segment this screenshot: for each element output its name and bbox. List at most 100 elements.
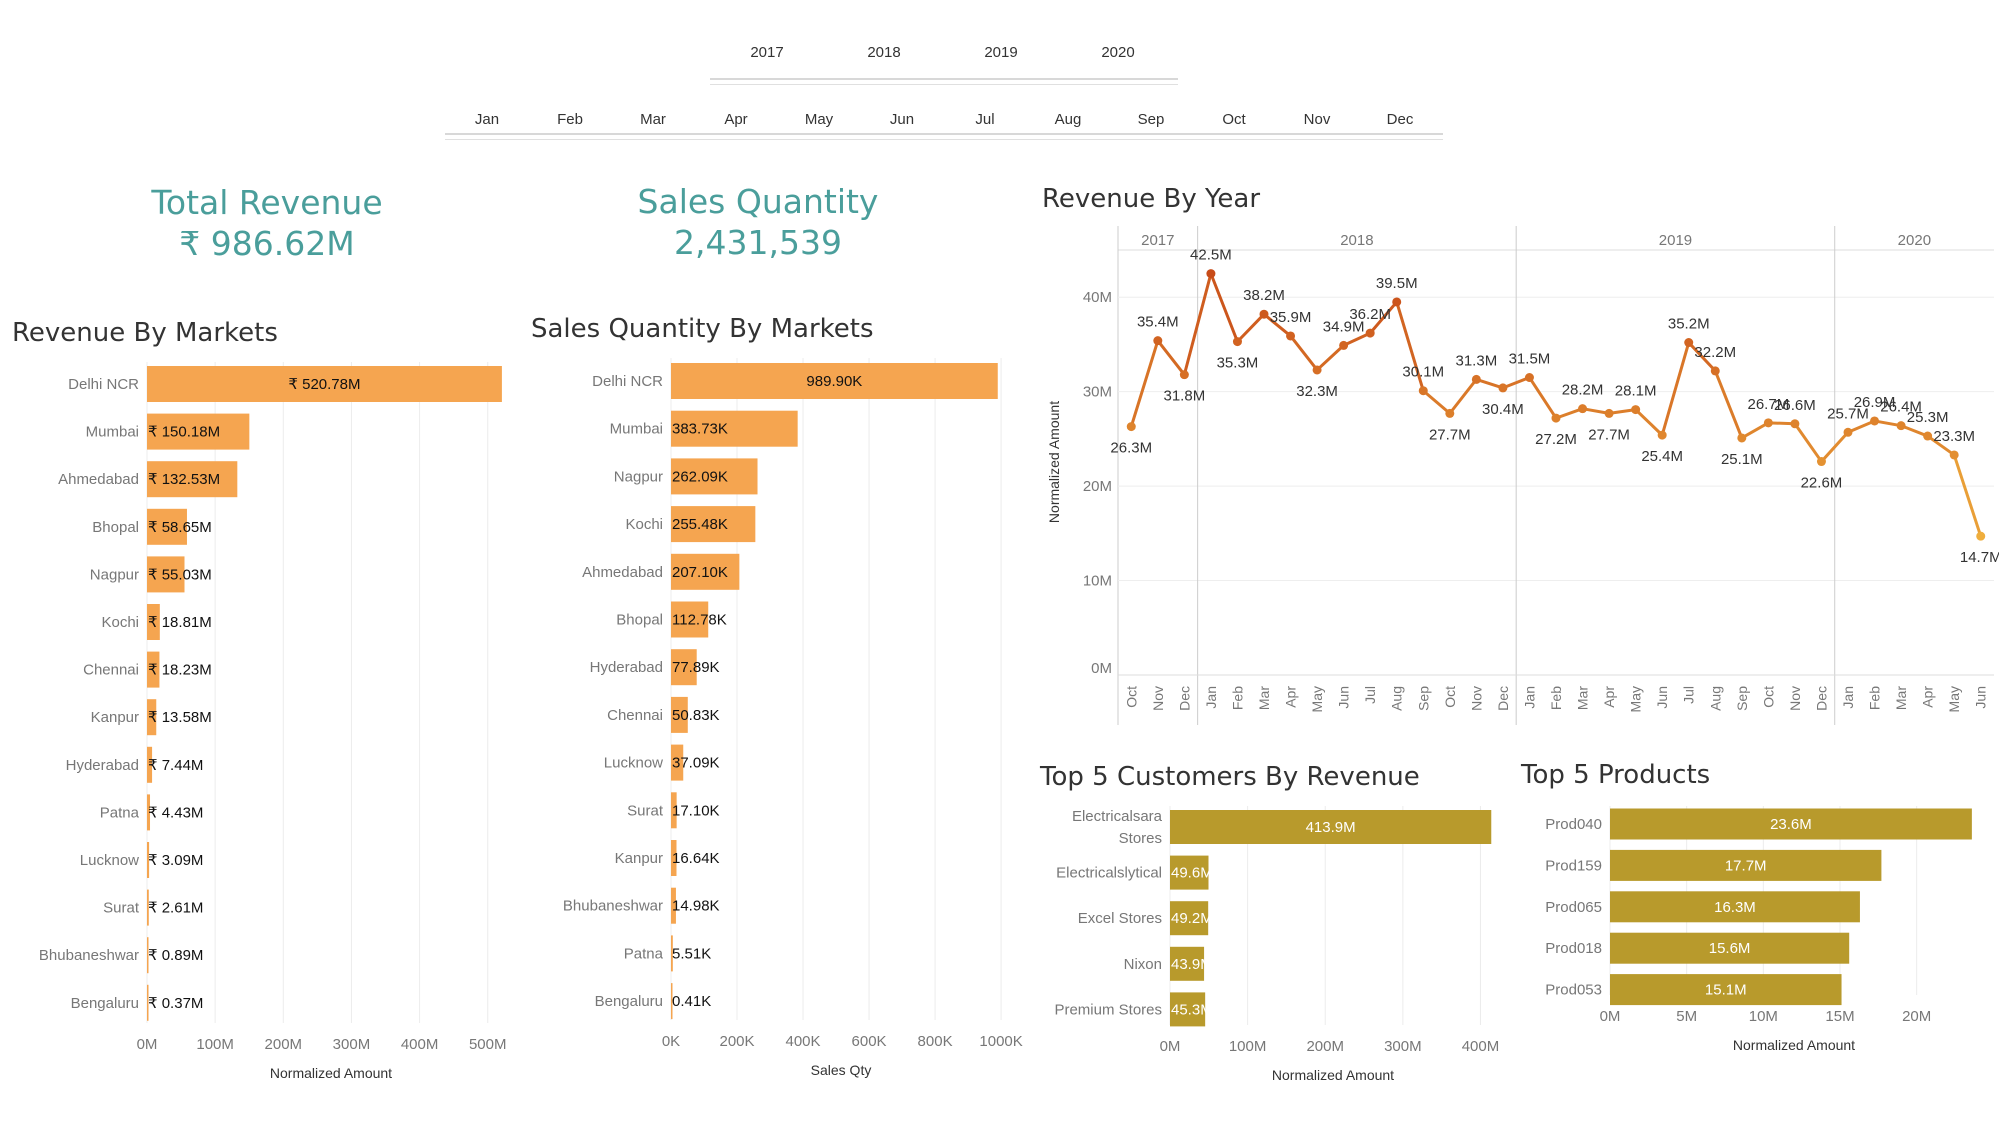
month-filter-dec[interactable]: Dec	[1386, 111, 1414, 128]
top5-customers-bar[interactable]	[1170, 855, 1209, 890]
salesqty-markets-bar[interactable]	[671, 458, 758, 495]
top5-customers-bar[interactable]	[1170, 810, 1492, 844]
revenue-year-point[interactable]	[1923, 431, 1933, 441]
revenue-year-y-tick-label: 10M	[1083, 573, 1112, 590]
revenue-year-point[interactable]	[1578, 404, 1588, 414]
month-filter-mar[interactable]: Mar	[640, 111, 666, 128]
revenue-year-point[interactable]	[1418, 386, 1428, 396]
revenue-markets-bar[interactable]	[147, 508, 187, 545]
revenue-year-point[interactable]	[1179, 370, 1189, 380]
revenue-year-point[interactable]	[1498, 383, 1508, 393]
revenue-year-point[interactable]	[1976, 531, 1986, 541]
top5-customers-bar[interactable]	[1170, 992, 1206, 1027]
revenue-year-point[interactable]	[1445, 408, 1455, 418]
year-filter-2020[interactable]: 2020	[1101, 44, 1135, 61]
month-filter-jan[interactable]: Jan	[474, 111, 500, 128]
revenue-year-point[interactable]	[1232, 337, 1242, 347]
salesqty-markets-bar[interactable]	[671, 601, 709, 638]
revenue-year-point[interactable]	[1896, 421, 1906, 431]
top5-products-bar[interactable]	[1610, 932, 1850, 964]
salesqty-markets-bar[interactable]	[671, 792, 677, 829]
revenue-markets-bar[interactable]	[147, 366, 502, 402]
revenue-markets-bar[interactable]	[147, 461, 238, 498]
month-filter-may[interactable]: May	[804, 111, 834, 128]
revenue-markets-bar[interactable]	[147, 794, 151, 831]
revenue-year-point[interactable]	[1551, 413, 1561, 423]
revenue-year-point[interactable]	[1365, 328, 1375, 338]
revenue-year-point[interactable]	[1763, 418, 1773, 428]
month-filter-aug[interactable]: Aug	[1054, 111, 1082, 128]
top5-products-bar[interactable]	[1610, 849, 1882, 881]
year-filter-track[interactable]	[710, 78, 1178, 80]
year-filter-2017[interactable]: 2017	[750, 44, 784, 61]
salesqty-markets-bar[interactable]	[671, 696, 688, 733]
top5-products-bar[interactable]	[1610, 891, 1860, 923]
month-filter-oct[interactable]: Oct	[1222, 111, 1246, 128]
month-filter-jul[interactable]: Jul	[975, 111, 995, 128]
salesqty-markets-bar[interactable]	[671, 363, 998, 399]
revenue-year-point[interactable]	[1471, 374, 1481, 384]
month-filter-apr[interactable]: Apr	[724, 111, 748, 128]
revenue-year-point[interactable]	[1153, 336, 1163, 346]
revenue-year-point[interactable]	[1312, 365, 1322, 375]
top5-customers-x-axis-label: Normalized Amount	[1272, 1067, 1394, 1083]
revenue-year-point[interactable]	[1843, 427, 1853, 437]
revenue-year-data-label: 14.7M	[1960, 549, 1999, 566]
month-filter-nov[interactable]: Nov	[1303, 111, 1331, 128]
top5-customers-category-label: Stores	[1119, 830, 1162, 847]
month-filter-feb[interactable]: Feb	[557, 111, 583, 128]
revenue-year-line-segment	[1926, 434, 1956, 457]
month-filter-jun[interactable]: Jun	[889, 111, 915, 128]
revenue-year-point[interactable]	[1339, 340, 1349, 350]
revenue-year-point[interactable]	[1684, 338, 1694, 348]
revenue-markets-bar[interactable]	[147, 746, 153, 783]
revenue-markets-bar[interactable]	[147, 984, 149, 1021]
revenue-markets-bar[interactable]	[147, 413, 250, 450]
revenue-year-data-label: 35.9M	[1270, 309, 1312, 326]
revenue-year-point[interactable]	[1816, 457, 1826, 467]
revenue-year-y-tick-label: 30M	[1083, 384, 1112, 401]
revenue-year-point[interactable]	[1631, 405, 1641, 415]
top5-customers-bar[interactable]	[1170, 946, 1205, 981]
top5-customers-data-label: 43.9M	[1171, 956, 1213, 973]
revenue-year-point[interactable]	[1259, 309, 1269, 319]
revenue-year-point[interactable]	[1126, 422, 1136, 432]
salesqty-markets-bar[interactable]	[671, 506, 756, 543]
revenue-year-point[interactable]	[1604, 408, 1614, 418]
month-filter-sep[interactable]: Sep	[1137, 111, 1165, 128]
revenue-year-point[interactable]	[1870, 416, 1880, 426]
salesqty-markets-bar[interactable]	[671, 935, 673, 972]
revenue-year-point[interactable]	[1524, 373, 1534, 382]
revenue-year-point[interactable]	[1392, 297, 1402, 307]
revenue-year-point[interactable]	[1710, 366, 1720, 376]
revenue-markets-bar[interactable]	[147, 604, 160, 640]
revenue-year-point[interactable]	[1657, 430, 1667, 440]
revenue-year-point[interactable]	[1790, 419, 1800, 429]
salesqty-markets-bar[interactable]	[671, 983, 673, 1020]
salesqty-markets-bar[interactable]	[671, 887, 676, 924]
month-filter-track[interactable]	[445, 133, 1443, 135]
year-filter-2019[interactable]: 2019	[984, 44, 1018, 61]
revenue-year-point[interactable]	[1949, 450, 1959, 460]
revenue-markets-bar[interactable]	[147, 842, 150, 878]
salesqty-markets-bar[interactable]	[671, 840, 677, 876]
year-filter-2018[interactable]: 2018	[867, 44, 901, 61]
revenue-markets-bar[interactable]	[147, 699, 157, 736]
revenue-year-line-segment	[1846, 419, 1877, 434]
revenue-year-line-segment	[1156, 339, 1186, 377]
salesqty-markets-bar[interactable]	[671, 410, 798, 447]
top5-products-bar[interactable]	[1610, 808, 1972, 840]
salesqty-markets-bar[interactable]	[671, 649, 697, 686]
revenue-markets-bar[interactable]	[147, 889, 149, 926]
top5-products-bar[interactable]	[1610, 974, 1842, 1006]
revenue-year-point[interactable]	[1737, 433, 1747, 443]
revenue-year-point[interactable]	[1206, 269, 1216, 279]
revenue-markets-bar[interactable]	[147, 937, 149, 974]
revenue-markets-bar[interactable]	[147, 651, 160, 688]
salesqty-markets-bar[interactable]	[671, 744, 684, 781]
salesqty-markets-bar[interactable]	[671, 553, 740, 590]
revenue-year-point[interactable]	[1286, 331, 1296, 341]
revenue-markets-bar[interactable]	[147, 556, 185, 593]
top5-customers-bar[interactable]	[1170, 901, 1209, 936]
